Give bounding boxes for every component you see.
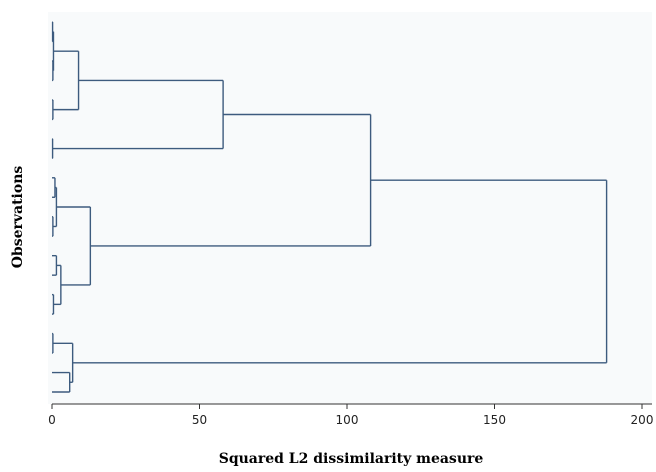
x-tick-label: 150 (483, 413, 506, 427)
dendrogram-branches (51, 21, 608, 393)
x-tick-label: 100 (336, 413, 359, 427)
x-tick-label: 50 (192, 413, 207, 427)
x-axis-ticks: 0 50 100 150 200 (48, 404, 653, 427)
plot-area (48, 12, 652, 404)
y-axis-title: Observations (10, 166, 26, 269)
x-tick-label: 0 (48, 413, 56, 427)
x-tick-label: 200 (631, 413, 654, 427)
x-axis-title: Squared L2 dissimilarity measure (219, 451, 484, 467)
